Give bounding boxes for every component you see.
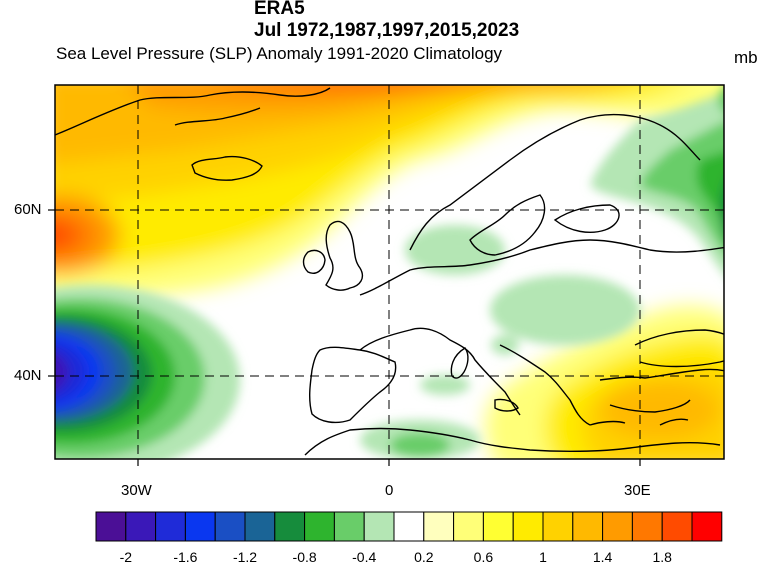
colorbar-swatch — [542, 511, 574, 542]
colorbar-swatch — [95, 511, 127, 542]
colorbar-swatch — [244, 511, 276, 542]
sicily-coast — [494, 398, 519, 412]
colorbar-swatch — [602, 511, 633, 542]
baltic-coast — [553, 204, 620, 233]
great-britain-coast — [325, 220, 364, 291]
colorbar-swatch — [125, 511, 157, 542]
lon-label-0: 0 — [385, 482, 394, 499]
colorbar-swatch — [393, 511, 425, 542]
colorbar-swatch — [512, 511, 544, 542]
negative-anomaly-europe — [360, 225, 640, 459]
colorbar-label: -1.6 — [173, 549, 198, 565]
ireland-coast — [302, 249, 326, 274]
colorbar-swatch — [572, 511, 604, 542]
greenland-south-coast — [174, 107, 261, 126]
colorbar-label: -0.4 — [352, 549, 377, 565]
lon-label-30e: 30E — [624, 482, 651, 499]
colorbar-swatch — [184, 511, 216, 542]
colorbar-swatch — [453, 511, 484, 542]
anatolia-south-coast — [609, 399, 691, 413]
black-sea-south — [639, 360, 724, 368]
iceland-coast — [191, 155, 263, 181]
dataset-title: ERA5 — [254, 0, 305, 19]
colorbar-swatch — [482, 511, 514, 542]
crete-coast — [589, 420, 626, 426]
cyprus-coast — [659, 418, 689, 426]
colorbar-swatch — [304, 511, 335, 542]
units-label: mb — [734, 48, 758, 67]
north-africa-coast — [304, 427, 721, 456]
lat-label-40n: 40N — [14, 367, 42, 384]
colorbar-label: 1.4 — [592, 549, 613, 565]
colorbar-swatch — [423, 511, 455, 542]
colorbar-label: 1.8 — [652, 549, 672, 565]
colorbar-label: 0.2 — [414, 549, 434, 565]
coastlines — [55, 87, 724, 456]
colorbar-label: -1.2 — [232, 549, 258, 565]
colorbar-swatch — [333, 511, 365, 542]
black-sea-north — [634, 329, 724, 346]
iberia-coast — [309, 346, 397, 424]
north-europe-coast — [359, 239, 724, 296]
colorbar — [95, 511, 723, 542]
negative-anomaly-east — [590, 87, 724, 275]
lat-label-60n: 60N — [14, 201, 42, 218]
scandinavia-coast — [409, 113, 701, 251]
period-title: Jul 1972,1987,1997,2015,2023 — [254, 20, 520, 41]
colorbar-swatch — [274, 511, 306, 542]
colorbar-label: 1 — [539, 549, 547, 565]
graticule — [55, 85, 724, 459]
anatolia-north-coast — [599, 368, 724, 381]
colorbar-swatch — [363, 511, 395, 542]
colorbar-label: -0.8 — [292, 549, 317, 565]
greenland-coast — [55, 87, 331, 136]
colorbar-label: -2 — [119, 549, 133, 565]
colorbar-swatch — [691, 511, 723, 542]
colorbar-swatch — [631, 511, 663, 542]
colorbar-swatch — [661, 511, 693, 542]
colorbar-label: 0.6 — [473, 549, 494, 565]
positive-med-field — [485, 306, 724, 459]
negative-anomaly-atlantic — [55, 285, 240, 459]
corsica-sardinia — [450, 347, 469, 379]
sweden-south-coast — [469, 194, 546, 256]
balkan-coast — [499, 344, 591, 426]
colorbar-swatch — [155, 511, 186, 542]
axis-ticks — [48, 209, 641, 466]
colorbar-swatch — [214, 511, 246, 542]
lon-label-30w: 30W — [121, 482, 152, 499]
variable-subtitle: Sea Level Pressure (SLP) Anomaly 1991-20… — [56, 44, 503, 63]
